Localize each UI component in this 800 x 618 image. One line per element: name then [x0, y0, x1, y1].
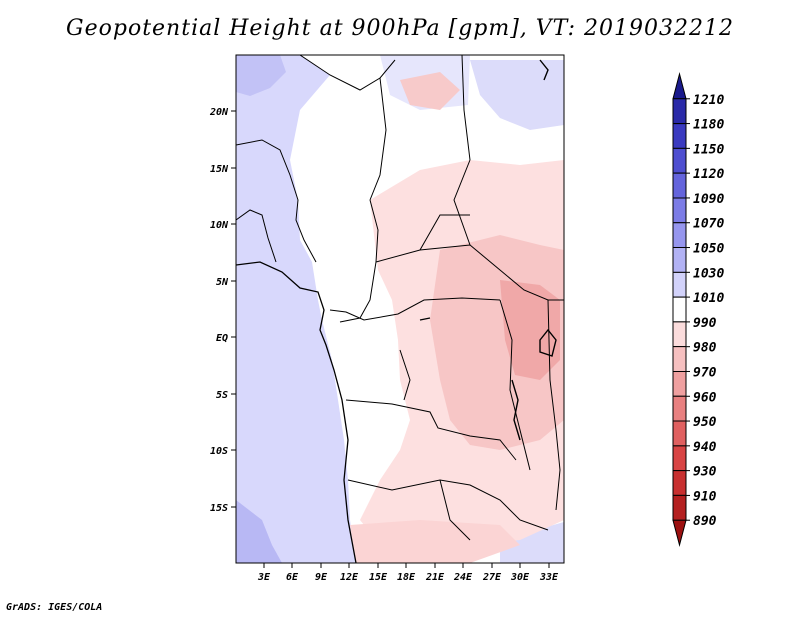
colorbar-label: 980: [693, 341, 717, 356]
y-tick-label: 15S: [210, 503, 228, 514]
y-tick-labels: 20N 15N 10N 5N EQ 5S 10S 15S: [209, 107, 229, 514]
colorbar-swatch: [672, 222, 687, 249]
lakes: [419, 59, 557, 441]
colorbar-swatch: [672, 147, 687, 174]
colorbar-swatch: [672, 370, 687, 397]
x-tick-label: 33E: [539, 572, 559, 583]
y-tick-label: EQ: [216, 333, 228, 344]
low-height-center: [500, 280, 560, 380]
country-borders: [236, 55, 564, 563]
colorbar-swatch: [672, 123, 687, 149]
colorbar-swatch: [672, 197, 687, 224]
y-tick-label: 10S: [210, 446, 228, 457]
x-tick-label: 24E: [453, 572, 473, 583]
colorbar: 1210 1180 1150 1120 1090 1070 1050 1030 1010 990 9…: [672, 72, 724, 547]
colorbar-swatch: [672, 98, 687, 125]
colorbar-label: 1070: [693, 217, 724, 232]
colorbar-swatch: [672, 395, 687, 422]
colorbar-label: 1180: [693, 118, 724, 133]
colorbar-swatch: [672, 445, 687, 472]
x-tick-label: 12E: [340, 572, 359, 583]
colorbar-swatch: [672, 172, 687, 199]
colorbar-label: 990: [693, 316, 717, 331]
map-title: Geopotential Height at 900hPa [gpm], VT:…: [66, 16, 734, 41]
x-tick-label: 6E: [286, 572, 299, 583]
colorbar-label: 930: [693, 465, 717, 480]
y-tick-label: 5S: [216, 390, 228, 401]
southeast-blue-patch: [500, 522, 564, 563]
colorbar-label: 970: [693, 365, 717, 380]
south-red-patch: [350, 520, 520, 563]
x-tick-labels: 3E 6E 9E 12E 15E 18E 21E 24E 27E 30E 33E: [257, 572, 559, 583]
ocean-deep-south: [236, 500, 282, 563]
map-frame: [235, 54, 565, 564]
y-tick-label: 15N: [210, 164, 229, 175]
colorbar-swatch: [672, 346, 687, 372]
north-red-patch: [400, 72, 460, 110]
colorbar-label: 1210: [693, 93, 724, 108]
colorbar-label: 940: [693, 440, 717, 455]
colorbar-label: 960: [693, 390, 717, 405]
colorbar-swatch: [672, 296, 687, 323]
colorbar-swatch: [672, 470, 687, 496]
colorbar-swatch: [672, 519, 687, 547]
x-tick-label: 21E: [425, 572, 445, 583]
colorbar-swatch: [672, 494, 687, 521]
x-tick-label: 18E: [397, 572, 416, 583]
colorbar-label: 1090: [693, 192, 724, 207]
colorbar-label: 890: [693, 514, 717, 529]
y-tick-label: 5N: [216, 277, 229, 288]
colorbar-label: 1050: [693, 242, 724, 257]
colorbar-swatch: [672, 321, 687, 348]
map-panel: [236, 55, 564, 563]
y-tick-marks: [231, 110, 236, 508]
ocean-shading: [236, 55, 356, 563]
colorbar-swatch: [672, 72, 687, 100]
colorbar-swatch: [672, 420, 687, 447]
colorbar-label: 1120: [693, 167, 724, 182]
colorbar-swatch: [672, 271, 687, 298]
x-tick-label: 15E: [369, 572, 388, 583]
colorbar-label: 950: [693, 415, 717, 430]
x-tick-label: 3E: [257, 572, 271, 583]
x-tick-label: 9E: [315, 572, 328, 583]
colorbar-label: 910: [693, 489, 717, 504]
x-tick-label: 30E: [510, 572, 530, 583]
x-tick-marks: [263, 563, 550, 568]
northeast-blue-patch: [470, 60, 564, 130]
y-tick-label: 10N: [210, 220, 229, 231]
colorbar-label: 1030: [693, 266, 724, 281]
x-tick-label: 27E: [482, 572, 502, 583]
grads-credit: GrADS: IGES/COLA: [6, 602, 103, 613]
colorbar-label: 1150: [693, 142, 724, 157]
colorbar-label: 1010: [693, 291, 724, 306]
y-tick-label: 20N: [209, 107, 229, 118]
colorbar-swatch: [672, 247, 687, 273]
ocean-deep-north: [236, 55, 286, 96]
